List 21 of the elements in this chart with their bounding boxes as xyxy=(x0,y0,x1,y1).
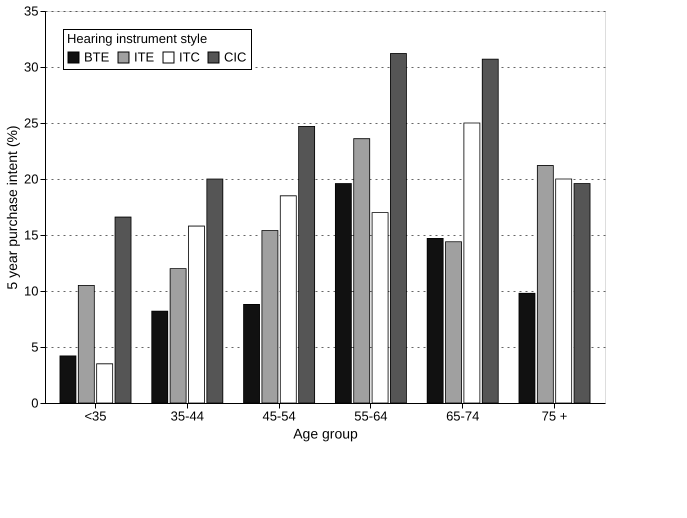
y-tick-label: 35 xyxy=(24,4,38,18)
y-tick-label: 15 xyxy=(24,228,38,242)
legend-title: Hearing instrument style xyxy=(67,31,208,46)
y-axis-title: 5 year purchase intent (%) xyxy=(4,125,20,290)
x-tick-label: 35-44 xyxy=(170,408,204,424)
y-tick-label: 5 xyxy=(31,340,38,354)
x-axis-title: Age group xyxy=(293,426,358,442)
y-tick-label: 30 xyxy=(24,60,38,74)
x-tick-label: 55-64 xyxy=(354,408,388,424)
y-tick-label: 10 xyxy=(24,284,38,298)
legend-label: ITE xyxy=(134,50,155,65)
x-tick-label: 45-54 xyxy=(262,408,296,424)
y-tick-label: 20 xyxy=(24,172,38,186)
legend-label: ITC xyxy=(179,50,200,65)
x-tick-label: 65-74 xyxy=(446,408,480,424)
legend-label: CIC xyxy=(224,50,246,65)
y-tick-label: 0 xyxy=(31,396,38,410)
legend-label: BTE xyxy=(84,50,110,65)
y-tick-label: 25 xyxy=(24,116,38,130)
x-tick-label: <35 xyxy=(84,408,107,424)
x-tick-label: 75 + xyxy=(542,408,568,424)
